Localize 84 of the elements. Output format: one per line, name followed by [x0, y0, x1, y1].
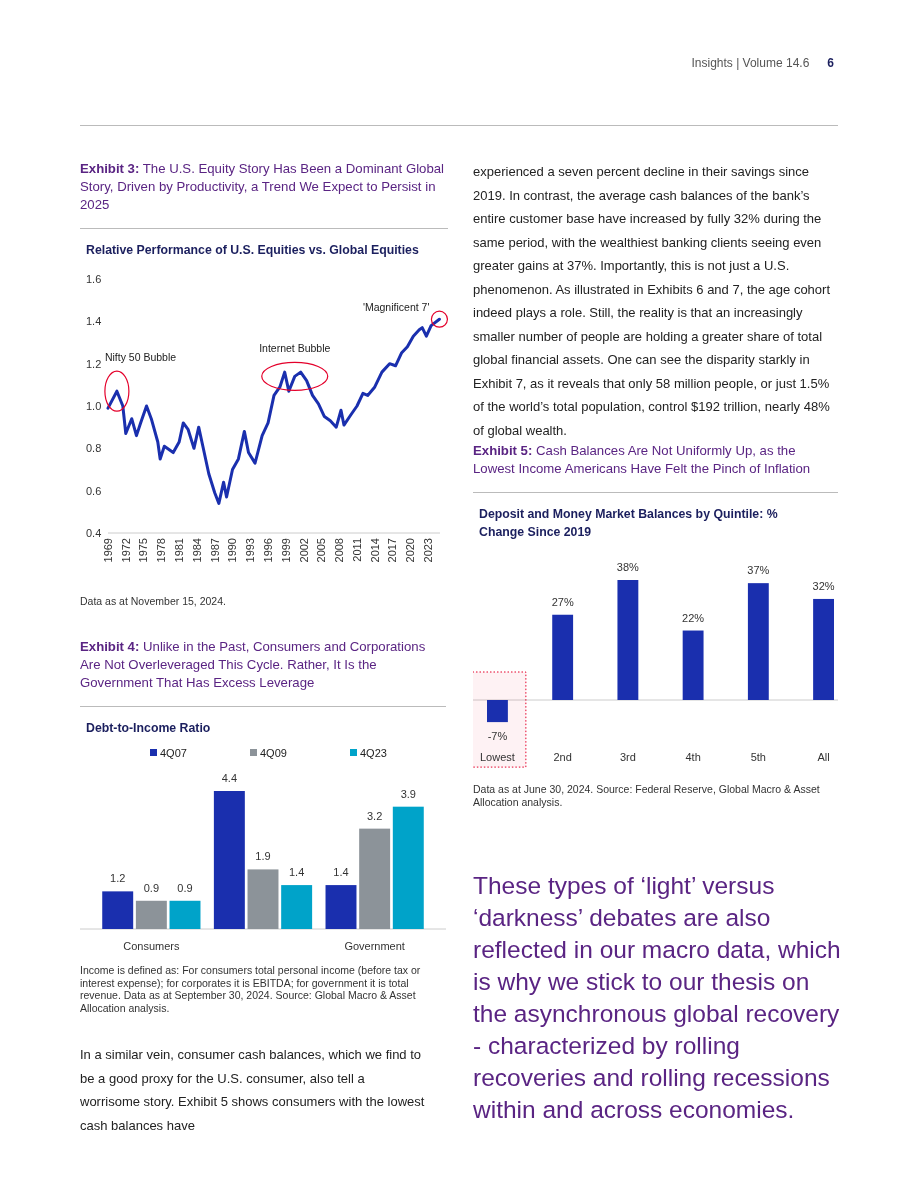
- data-label: 1.2: [110, 872, 126, 885]
- y-tick-label: 1.2: [86, 357, 102, 370]
- bar: [813, 598, 834, 700]
- bar: [135, 900, 167, 929]
- data-label: 0.9: [177, 881, 193, 894]
- x-tick-label: 2008: [333, 538, 346, 563]
- bar: [359, 828, 391, 929]
- chart-title: Exhibit 4: Unlike in the Past, Consumers and Corporations Are Not Overleveraged This Cycle. Rather, It Is the Government That Has Excess Leverage: [80, 638, 446, 707]
- data-label: 1.4: [289, 866, 305, 879]
- y-tick-label: 0.4: [86, 526, 102, 539]
- chart-subtitle: Debt-to-Income Ratio: [85, 720, 212, 737]
- legend-label: 4Q23: [360, 746, 387, 759]
- x-tick-label: 1969: [101, 538, 114, 563]
- x-tick-label: 1993: [244, 538, 257, 563]
- bar: [552, 614, 574, 700]
- text: Data as at November 15, 2024.: [80, 595, 227, 608]
- annotation: Internet Bubble: [259, 342, 331, 355]
- x-tick-label: 2002: [297, 538, 310, 563]
- annotation: 'Magnificent 7': [362, 301, 430, 314]
- x-tick-label: 1987: [208, 538, 221, 563]
- x-tick-label: 1996: [261, 538, 274, 563]
- bar: [682, 630, 704, 700]
- bar: [325, 885, 357, 929]
- bar: [213, 791, 245, 929]
- bar: [392, 806, 424, 929]
- x-tick-label: 2011: [350, 538, 363, 562]
- x-tick-label: 2005: [315, 538, 328, 563]
- x-tick-label: 1978: [155, 538, 168, 563]
- x-tick-label: 1975: [137, 538, 150, 563]
- x-tick-label: Consumers: [123, 939, 180, 952]
- text: Insights | Volume 14.6: [691, 56, 810, 70]
- data-label: 22%: [682, 611, 705, 624]
- data-label: 4.4: [221, 772, 237, 784]
- chart-subtitle: Deposit and Money Market Balances by Quintile: % Change Since 2019: [478, 506, 779, 541]
- text: In a similar vein, consumer cash balances, which we find to be a good proxy for the U.S. consumer, also tell a worrisome story. Exhibit 5 shows consumers with the lowest cash balances have: [80, 1046, 425, 1135]
- data-label: 37%: [747, 564, 770, 577]
- bar: [487, 700, 508, 723]
- data-label: 32%: [812, 579, 835, 592]
- x-tick-label: 2023: [421, 538, 434, 563]
- y-tick-label: 0.8: [86, 442, 102, 455]
- legend-label: 4Q07: [160, 746, 187, 759]
- x-tick-label: 2014: [368, 538, 381, 563]
- chart-subtitle: Relative Performance of U.S. Equities vs. Global Equities: [85, 242, 420, 259]
- x-tick-label: All: [817, 750, 830, 763]
- legend-label: 4Q09: [260, 746, 287, 759]
- x-tick-label: 1999: [279, 538, 292, 563]
- bar: [747, 583, 769, 700]
- x-tick-label: 1981: [172, 538, 185, 563]
- x-tick-label: Government: [344, 939, 405, 952]
- y-tick-label: 1.6: [86, 272, 102, 285]
- data-label: 3.2: [367, 809, 383, 822]
- text: Data as at June 30, 2024. Source: Federal Reserve, Global Macro & Asset Allocation analysis.: [473, 783, 821, 808]
- chart-title: Exhibit 5: Cash Balances Are Not Uniformly Up, as the Lowest Income Americans Have Felt the Pinch of Inflation: [473, 442, 838, 493]
- text: Income is defined as: For consumers total personal income (before tax or interest expense); for corporates it is EBITDA; for government it is total revenue. Data as at September 30, 2024. Source: Global Macro & Asset Allocation analysis.: [80, 964, 422, 1014]
- bar: [247, 869, 279, 929]
- data-label: -7%: [487, 730, 508, 743]
- y-tick-label: 1.0: [86, 399, 102, 412]
- x-tick-label: 5th: [750, 750, 766, 763]
- data-label: 0.9: [143, 881, 159, 894]
- y-tick-label: 1.4: [86, 315, 102, 328]
- y-tick-label: 0.6: [86, 484, 102, 497]
- data-label: 27%: [551, 595, 574, 608]
- x-tick-label: 1990: [226, 538, 239, 563]
- bar: [281, 885, 313, 929]
- chart-title: Exhibit 3: The U.S. Equity Story Has Been a Dominant Global Story, Driven by Productivity, a Trend We Expect to Persist in 2025: [80, 160, 448, 229]
- data-label: 38%: [616, 561, 640, 573]
- bar: [617, 580, 639, 700]
- text: 6: [827, 56, 834, 70]
- x-tick-label: 2020: [404, 538, 417, 563]
- x-tick-label: Lowest: [480, 750, 515, 763]
- x-tick-label: 3rd: [619, 750, 636, 763]
- text: experienced a seven percent decline in their savings since 2019. In contrast, the average cash balances of the bank’s entire customer base have increased by fully 32% during the same period, with the wealthiest banking clients seeing even greater gains at 37%. Importantly, this is not just a U.S. phenomenon. As illustrated in Exhibits 6 and 7, the age cohort indeed plays a role. Still, the reality is that an increasingly smaller number of people are holding a greater share of total global financial assets. One can see the disparity starkly in Exhibit 7, as it reveals that only 58 million people, or just 1.5% of the world’s total population, control $192 trillion, nearly 48% of global wealth.: [473, 164, 831, 438]
- data-label: 3.9: [400, 787, 416, 800]
- annotation: Nifty 50 Bubble: [104, 351, 177, 364]
- bar: [102, 891, 134, 929]
- data-label: 1.4: [333, 866, 349, 879]
- text: These types of ‘light’ versus ‘darkness’ debates are also reflected in our macro data, which is why we stick to our thesis on the asynchronous global recovery - characterized by rolling recoveries and rolling recessions within and across economies.: [473, 871, 842, 1125]
- bar: [169, 900, 201, 929]
- x-tick-label: 1984: [190, 538, 203, 563]
- x-tick-label: 4th: [685, 750, 701, 763]
- x-tick-label: 2017: [386, 538, 399, 563]
- data-label: 1.9: [255, 850, 271, 863]
- x-tick-label: 2nd: [553, 750, 572, 763]
- x-tick-label: 1972: [119, 538, 132, 563]
